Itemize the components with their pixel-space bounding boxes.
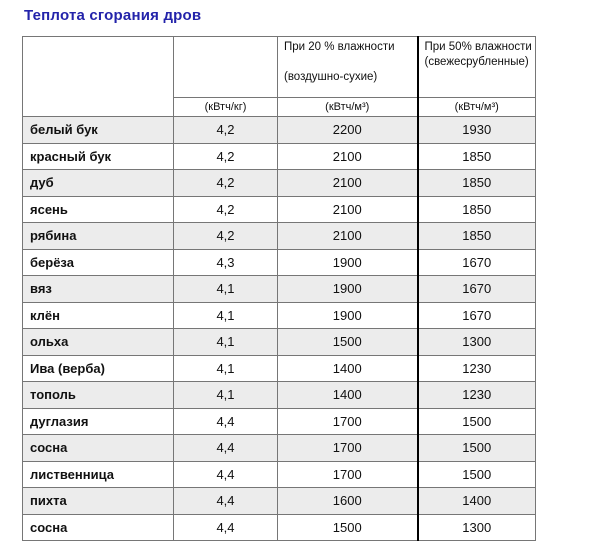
wood-name: берёза (22, 248, 174, 276)
kwh-per-m3-50: 1850 (416, 169, 536, 197)
unit-kwh-per-m3-20: (кВтч/м³) (277, 97, 418, 117)
kwh-per-m3-50: 1300 (416, 328, 536, 356)
kwh-per-m3-20: 2100 (277, 169, 418, 197)
kwh-per-kg: 4,4 (173, 460, 278, 488)
kwh-per-m3-20: 1500 (277, 513, 418, 541)
header-row-units: (кВтч/кг) (кВтч/м³) (кВтч/м³) (23, 97, 536, 117)
wood-name: красный бук (22, 142, 174, 170)
header-20pct-cell: При 20 % влажности (воздушно-сухие) (277, 36, 418, 98)
wood-name: белый бук (22, 116, 174, 144)
header-empty-cell (173, 36, 278, 98)
table-row: вяз 4,1 1900 1670 (22, 275, 536, 303)
kwh-per-m3-20: 1900 (277, 275, 418, 303)
kwh-per-kg: 4,2 (173, 142, 278, 170)
table-header: При 20 % влажности (воздушно-сухие) При … (22, 36, 536, 117)
kwh-per-m3-20: 1700 (277, 434, 418, 462)
kwh-per-m3-20: 2200 (277, 116, 418, 144)
kwh-per-kg: 4,1 (173, 301, 278, 329)
kwh-per-m3-50: 1500 (416, 407, 536, 435)
table-row: Ива (верба) 4,1 1400 1230 (22, 354, 536, 382)
table-row: ясень 4,2 2100 1850 (22, 195, 536, 223)
kwh-per-kg: 4,2 (173, 222, 278, 250)
wood-name: ольха (22, 328, 174, 356)
kwh-per-kg: 4,4 (173, 407, 278, 435)
kwh-per-kg: 4,3 (173, 248, 278, 276)
header-50pct-line2: (свежесрубленные) (424, 56, 529, 68)
kwh-per-m3-20: 1700 (277, 407, 418, 435)
kwh-per-kg: 4,1 (173, 381, 278, 409)
kwh-per-m3-50: 1230 (416, 354, 536, 382)
wood-name: ясень (22, 195, 174, 223)
kwh-per-m3-50: 1230 (416, 381, 536, 409)
kwh-per-m3-50: 1300 (416, 513, 536, 541)
wood-name: сосна (22, 513, 174, 541)
kwh-per-kg: 4,2 (173, 195, 278, 223)
kwh-per-kg: 4,1 (173, 275, 278, 303)
kwh-per-m3-50: 1850 (416, 195, 536, 223)
wood-name: дуглазия (22, 407, 174, 435)
kwh-per-m3-50: 1400 (416, 487, 536, 515)
wood-name: вяз (22, 275, 174, 303)
kwh-per-m3-20: 2100 (277, 142, 418, 170)
kwh-per-kg: 4,4 (173, 434, 278, 462)
unit-kwh-per-m3-50: (кВтч/м³) (416, 97, 536, 117)
kwh-per-kg: 4,1 (173, 354, 278, 382)
kwh-per-kg: 4,1 (173, 328, 278, 356)
kwh-per-kg: 4,2 (173, 169, 278, 197)
kwh-per-m3-50: 1850 (416, 142, 536, 170)
header-20pct-line2: (воздушно-сухие) (284, 71, 378, 83)
wood-name: пихта (22, 487, 174, 515)
kwh-per-m3-20: 1900 (277, 248, 418, 276)
wood-name: Ива (верба) (22, 354, 174, 382)
kwh-per-m3-50: 1500 (416, 434, 536, 462)
table-row: рябина 4,2 2100 1850 (22, 222, 536, 250)
header-species-cell (22, 36, 174, 117)
header-50pct-cell: При 50% влажности (свежесрубленные) (416, 36, 536, 98)
table-row: клён 4,1 1900 1670 (22, 301, 536, 329)
kwh-per-m3-20: 1400 (277, 354, 418, 382)
kwh-per-m3-50: 1500 (416, 460, 536, 488)
table-row: красный бук 4,2 2100 1850 (22, 142, 536, 170)
kwh-per-m3-20: 1900 (277, 301, 418, 329)
kwh-per-m3-50: 1670 (416, 301, 536, 329)
kwh-per-kg: 4,4 (173, 487, 278, 515)
table-row: берёза 4,3 1900 1670 (22, 248, 536, 276)
kwh-per-m3-20: 1700 (277, 460, 418, 488)
kwh-per-m3-20: 2100 (277, 195, 418, 223)
wood-name: сосна (22, 434, 174, 462)
page-title: Теплота сгорания дров (24, 7, 202, 24)
table-row: ольха 4,1 1500 1300 (22, 328, 536, 356)
kwh-per-m3-20: 2100 (277, 222, 418, 250)
unit-kwh-per-kg: (кВтч/кг) (173, 97, 278, 117)
firewood-table: При 20 % влажности (воздушно-сухие) При … (22, 36, 536, 541)
kwh-per-m3-50: 1670 (416, 248, 536, 276)
header-row-main: При 20 % влажности (воздушно-сухие) При … (22, 36, 536, 117)
table-body: белый бук 4,2 2200 1930 красный бук 4,2 2100 18… (22, 116, 536, 541)
table-row: дуглазия 4,4 1700 1500 (22, 407, 536, 435)
kwh-per-kg: 4,2 (173, 116, 278, 144)
table-row: лиственница 4,4 1700 1500 (22, 460, 536, 488)
table-row: тополь 4,1 1400 1230 (22, 381, 536, 409)
table-row: дуб 4,2 2100 1850 (22, 169, 536, 197)
wood-name: лиственница (22, 460, 174, 488)
kwh-per-kg: 4,4 (173, 513, 278, 541)
kwh-per-m3-50: 1670 (416, 275, 536, 303)
kwh-per-m3-20: 1600 (277, 487, 418, 515)
wood-name: тополь (22, 381, 174, 409)
header-20pct-line1: При 20 % влажности (284, 41, 395, 53)
table-row: пихта 4,4 1600 1400 (22, 487, 536, 515)
wood-name: рябина (22, 222, 174, 250)
kwh-per-m3-50: 1930 (416, 116, 536, 144)
wood-name: дуб (22, 169, 174, 197)
kwh-per-m3-20: 1500 (277, 328, 418, 356)
kwh-per-m3-50: 1850 (416, 222, 536, 250)
table-row: сосна 4,4 1500 1300 (22, 513, 536, 541)
kwh-per-m3-20: 1400 (277, 381, 418, 409)
wood-name: клён (22, 301, 174, 329)
table-row: сосна 4,4 1700 1500 (22, 434, 536, 462)
table-row: белый бук 4,2 2200 1930 (22, 116, 536, 144)
header-50pct-line1: При 50% влажности (424, 41, 532, 53)
